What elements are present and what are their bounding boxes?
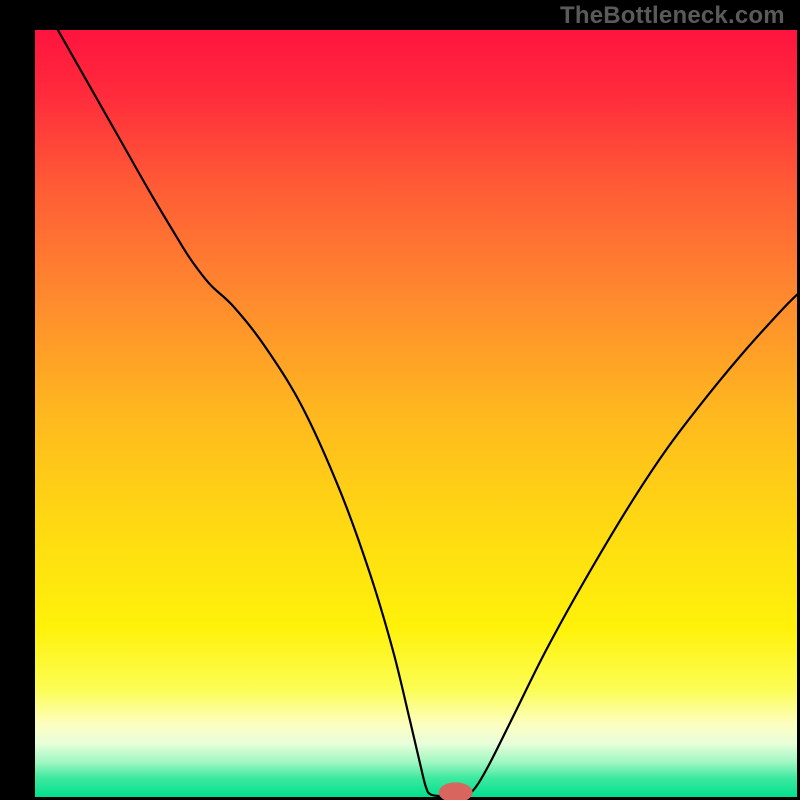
watermark-label: TheBottleneck.com bbox=[560, 2, 785, 30]
bottleneck-chart bbox=[0, 0, 800, 800]
gradient-background bbox=[35, 30, 797, 797]
